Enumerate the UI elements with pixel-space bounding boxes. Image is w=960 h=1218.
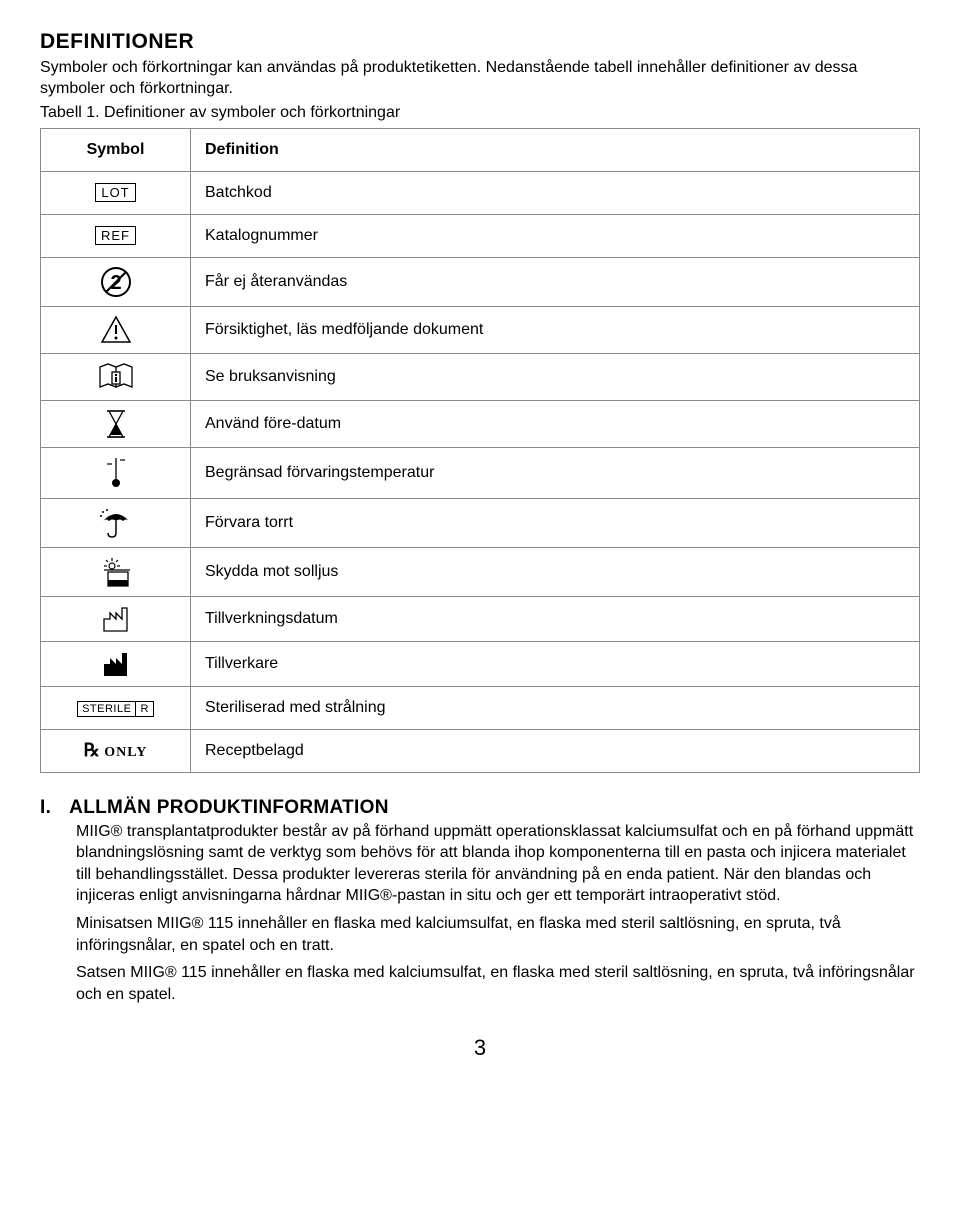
sunlight-icon — [100, 556, 132, 588]
lot-symbol: LOT — [41, 171, 191, 214]
rx-only-icon: ℞ ONLY — [84, 740, 148, 760]
umbrella-icon — [99, 507, 133, 539]
factory-outline-icon — [101, 605, 131, 633]
manufacture-date-symbol — [41, 596, 191, 641]
ref-symbol: REF — [41, 214, 191, 257]
page-number: 3 — [40, 1035, 920, 1061]
manufacturer-symbol — [41, 641, 191, 686]
sterile-r-icon: STERILE R — [77, 701, 154, 717]
table-row: ℞ ONLY Receptbelagd — [41, 729, 920, 772]
keep-dry-symbol — [41, 498, 191, 547]
table-row: Skydda mot solljus — [41, 547, 920, 596]
table-row: Försiktighet, läs medföljande dokument — [41, 306, 920, 353]
sterile-text: STERILE — [78, 702, 136, 716]
consult-instructions-icon — [97, 362, 135, 392]
table-row: Begränsad förvaringstemperatur — [41, 447, 920, 498]
section-para: Satsen MIIG® 115 innehåller en flaska me… — [76, 962, 920, 1005]
table-row: STERILE R Steriliserad med strålning — [41, 686, 920, 729]
table-caption: Tabell 1. Definitioner av symboler och f… — [40, 104, 920, 122]
section-para: MIIG® transplantatprodukter består av på… — [76, 821, 920, 907]
definition-cell: Steriliserad med strålning — [191, 686, 920, 729]
section-para: Minisatsen MIIG® 115 innehåller en flask… — [76, 913, 920, 956]
definitions-table: Symbol Definition LOT Batchkod REF Katal… — [40, 128, 920, 773]
table-row: Se bruksanvisning — [41, 353, 920, 400]
definition-cell: Tillverkningsdatum — [191, 596, 920, 641]
table-row: Använd före-datum — [41, 400, 920, 447]
table-header-row: Symbol Definition — [41, 128, 920, 171]
definition-cell: Försiktighet, läs medföljande dokument — [191, 306, 920, 353]
rx-only-symbol: ℞ ONLY — [41, 729, 191, 772]
definition-cell: Använd före-datum — [191, 400, 920, 447]
lot-icon: LOT — [95, 183, 135, 202]
do-not-reuse-icon: 2 — [100, 266, 132, 298]
definition-cell: Skydda mot solljus — [191, 547, 920, 596]
definition-cell: Begränsad förvaringstemperatur — [191, 447, 920, 498]
consult-instructions-symbol — [41, 353, 191, 400]
factory-filled-icon — [101, 650, 131, 678]
section-title: ALLMÄN PRODUKTINFORMATION — [69, 797, 389, 819]
definition-cell: Tillverkare — [191, 641, 920, 686]
ref-icon: REF — [95, 226, 136, 245]
header-definition: Definition — [191, 128, 920, 171]
definition-cell: Batchkod — [191, 171, 920, 214]
thermometer-icon — [102, 456, 130, 490]
temperature-limit-symbol — [41, 447, 191, 498]
use-by-date-symbol — [41, 400, 191, 447]
table-row: 2 Får ej återanvändas — [41, 257, 920, 306]
only-text: ONLY — [104, 745, 147, 760]
section-number: I. — [40, 797, 51, 819]
table-row: REF Katalognummer — [41, 214, 920, 257]
sterile-r-text: R — [136, 702, 152, 716]
table-row: Förvara torrt — [41, 498, 920, 547]
section-body: MIIG® transplantatprodukter består av på… — [76, 821, 920, 1006]
section-general-info: I. ALLMÄN PRODUKTINFORMATION MIIG® trans… — [40, 797, 920, 1006]
definitions-intro: Symboler och förkortningar kan användas … — [40, 58, 920, 100]
caution-symbol — [41, 306, 191, 353]
definitions-heading: DEFINITIONER — [40, 30, 920, 54]
keep-away-from-sunlight-symbol — [41, 547, 191, 596]
definition-cell: Receptbelagd — [191, 729, 920, 772]
caution-icon — [100, 315, 132, 345]
definitions-section: DEFINITIONER Symboler och förkortningar … — [40, 30, 920, 773]
table-row: Tillverkare — [41, 641, 920, 686]
definition-cell: Se bruksanvisning — [191, 353, 920, 400]
rx-text: ℞ — [84, 740, 100, 760]
definition-cell: Får ej återanvändas — [191, 257, 920, 306]
table-row: Tillverkningsdatum — [41, 596, 920, 641]
definition-cell: Katalognummer — [191, 214, 920, 257]
definition-cell: Förvara torrt — [191, 498, 920, 547]
section-title-row: I. ALLMÄN PRODUKTINFORMATION — [40, 797, 920, 819]
do-not-reuse-symbol: 2 — [41, 257, 191, 306]
header-symbol: Symbol — [41, 128, 191, 171]
hourglass-icon — [105, 409, 127, 439]
sterile-radiation-symbol: STERILE R — [41, 686, 191, 729]
table-row: LOT Batchkod — [41, 171, 920, 214]
